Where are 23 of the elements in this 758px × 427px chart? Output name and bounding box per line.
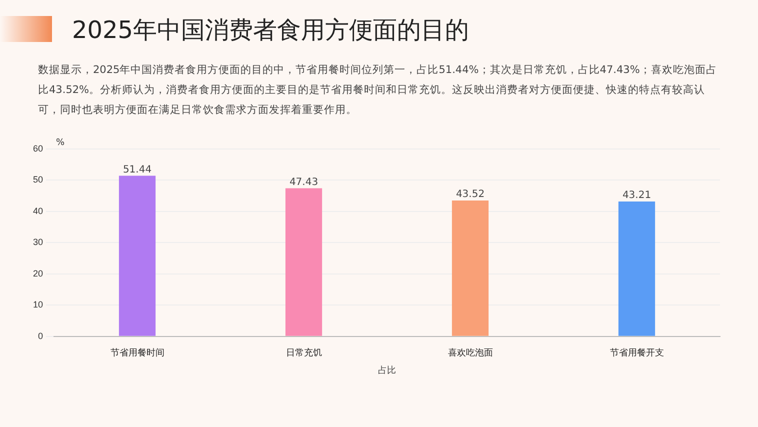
bar — [118, 176, 156, 336]
data-label: 51.44 — [122, 164, 152, 176]
data-label: 47.43 — [289, 176, 318, 188]
y-tick-label: 10 — [32, 300, 44, 310]
bar — [452, 200, 489, 336]
bar — [285, 188, 322, 336]
y-axis-title: % — [56, 138, 66, 148]
y-tick-label: 60 — [32, 143, 44, 154]
x-tick-label: 节省用餐开支 — [610, 347, 664, 358]
data-label: 43.52 — [456, 189, 485, 200]
x-axis-title: 占比 — [378, 365, 396, 376]
x-tick-label: 节省用餐时间 — [110, 347, 164, 358]
y-tick-label: 40 — [32, 206, 44, 216]
x-tick-label: 日常充饥 — [286, 347, 322, 358]
bar — [618, 201, 656, 336]
y-tick-label: 20 — [32, 268, 44, 278]
y-tick-label: 50 — [32, 174, 44, 185]
x-tick-label: 喜欢吃泡面 — [448, 347, 493, 358]
chart-subtitle: 数据显示，2025年中国消费者食用方便面的目的中，节省用餐时间位列第一，占比51.44%；其次是日常充饥，占比47.43%；喜欢吃泡面占比43.52%。分析师认为，消费者食用方便面的主要目的是节省用餐时间和日常充饥。这反映出消费者对方便面便捷、快速的特点有较高认可，同时也表明方便面在满足日常饮食需求方面发挥着重要作用。 — [38, 63, 718, 118]
y-tick-label: 30 — [32, 237, 44, 248]
chart-title: 2025年中国消费者食用方便面的目的 — [72, 15, 470, 46]
y-tick-label: 0 — [38, 330, 44, 341]
data-label: 43.21 — [622, 190, 652, 202]
